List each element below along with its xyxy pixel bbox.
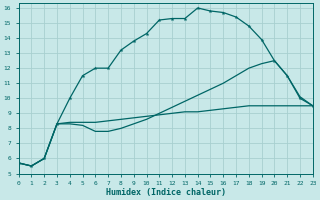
X-axis label: Humidex (Indice chaleur): Humidex (Indice chaleur) — [106, 188, 226, 197]
